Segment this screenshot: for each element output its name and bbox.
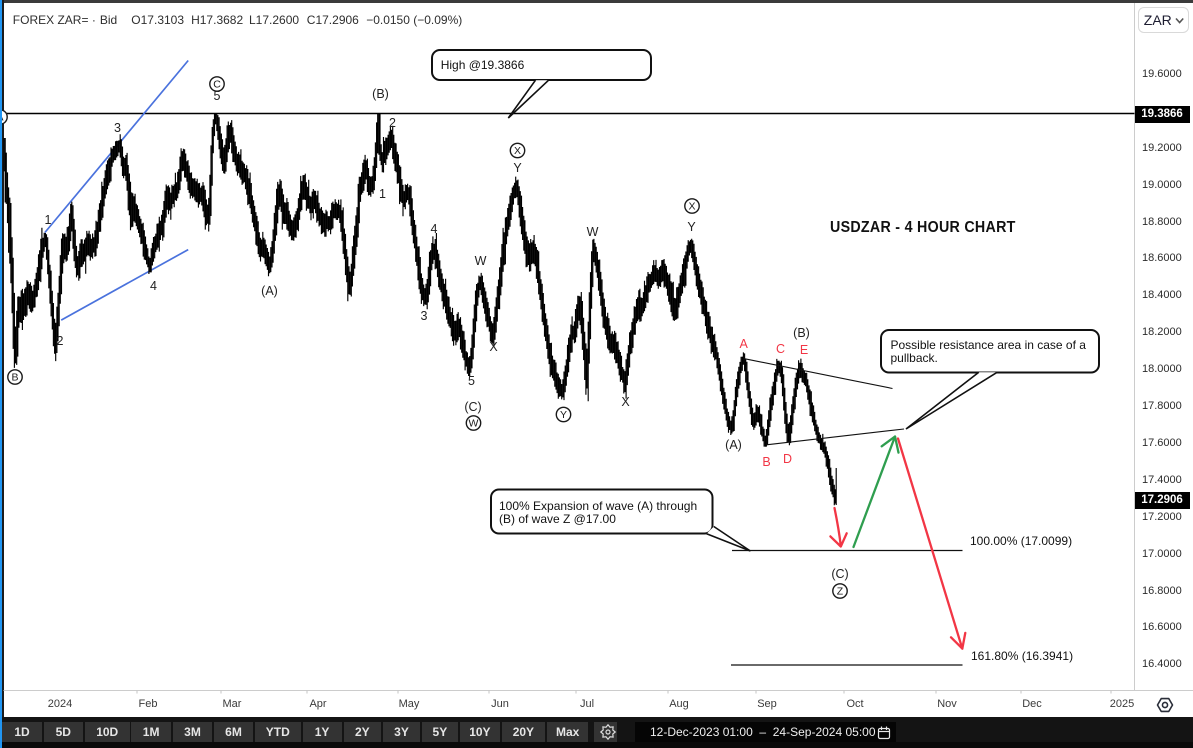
svg-text:Z: Z: [837, 586, 844, 598]
svg-text:X: X: [688, 201, 695, 213]
svg-text:B: B: [11, 372, 18, 384]
svg-text:Y: Y: [560, 409, 567, 421]
svg-text:A: A: [0, 112, 4, 124]
svg-text:X: X: [514, 145, 521, 157]
svg-text:C: C: [213, 79, 221, 91]
svg-text:W: W: [469, 418, 479, 430]
